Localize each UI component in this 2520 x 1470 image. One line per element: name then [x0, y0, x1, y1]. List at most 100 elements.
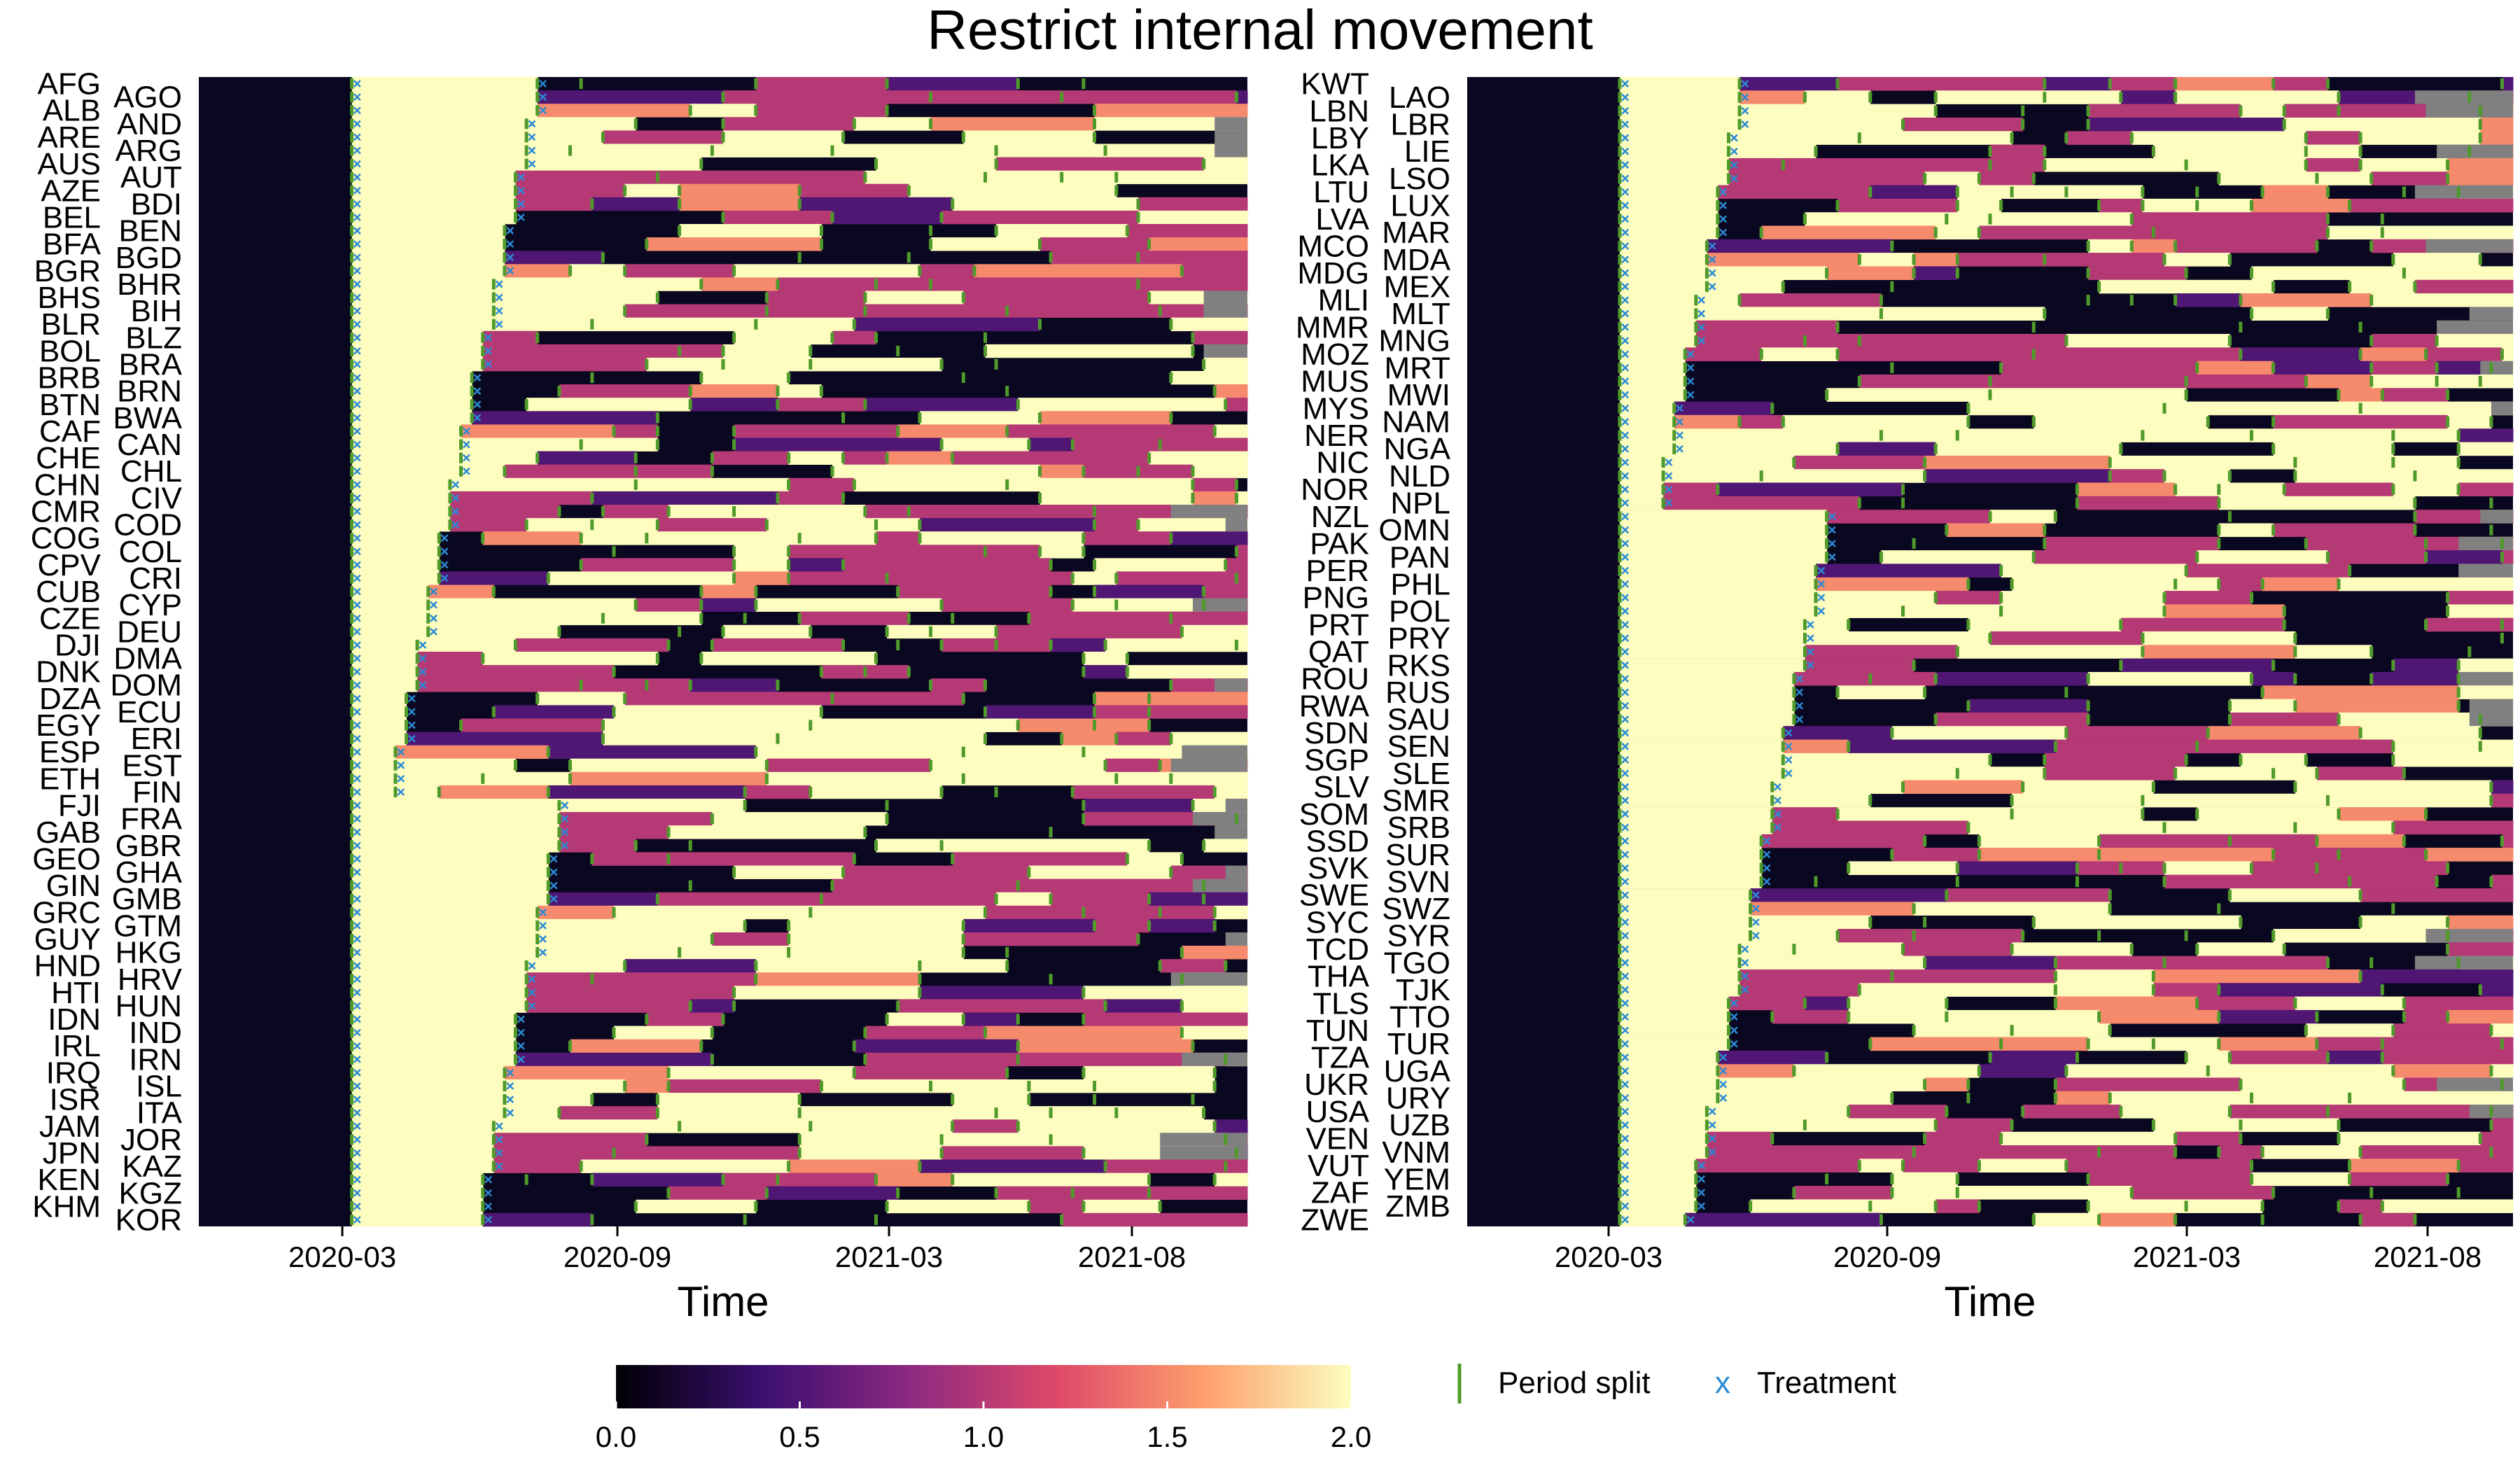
heat-cell	[755, 104, 888, 118]
country-label: LUX	[1390, 189, 1450, 223]
treatment-mark	[539, 935, 547, 943]
treatment-mark	[353, 93, 361, 102]
heat-cell	[1674, 401, 1773, 416]
heat-cell	[1707, 1105, 1849, 1119]
country-row-ita	[350, 1106, 1206, 1120]
heat-cell	[1707, 253, 1860, 267]
missing-cell	[1203, 290, 1247, 304]
heat-cell	[2186, 374, 2306, 388]
treatment-mark	[1621, 958, 1630, 967]
heat-cell	[351, 812, 560, 826]
heat-cell	[2208, 1064, 2394, 1078]
country-label: CAN	[117, 428, 182, 462]
heat-cell	[1903, 942, 2012, 956]
heat-cell	[2306, 374, 2372, 388]
heat-cell	[701, 371, 790, 385]
heat-cell	[1619, 645, 1805, 659]
treatment-mark	[419, 668, 427, 676]
treatment-mark	[353, 240, 361, 248]
country-row-slv	[1618, 780, 2514, 794]
heat-cell	[963, 130, 1096, 144]
heat-cell	[1750, 902, 1914, 916]
country-row-jam	[350, 1119, 1248, 1133]
heat-cell	[734, 424, 899, 438]
heat-cell	[1116, 571, 1237, 585]
country-row-mdg	[1618, 266, 2514, 280]
heat-cell	[2001, 564, 2187, 578]
country-label: FIN	[132, 776, 182, 810]
heat-cell	[351, 678, 418, 692]
country-label: CPV	[38, 548, 102, 582]
heat-cell	[1728, 144, 1816, 159]
treatment-mark	[353, 948, 361, 956]
heat-cell	[1935, 591, 2002, 605]
heat-cell	[2218, 983, 2383, 997]
heat-cell	[1619, 225, 1718, 240]
heat-cell	[1072, 571, 1117, 585]
heat-cell	[351, 277, 494, 291]
country-row-mmr	[1618, 320, 2513, 335]
treatment-mark	[1676, 418, 1684, 426]
treatment-mark	[440, 534, 449, 542]
treatment-mark	[550, 855, 558, 863]
country-label: JOR	[120, 1123, 182, 1157]
heat-cell	[2132, 239, 2176, 253]
heat-cell	[1619, 1050, 1718, 1065]
country-row-ben	[350, 224, 1248, 238]
treatment-mark	[473, 414, 482, 422]
country-label: COG	[31, 522, 101, 556]
heat-cell	[2218, 482, 2285, 497]
heat-cell	[1805, 996, 1849, 1011]
heat-cell	[1619, 266, 1707, 280]
heat-cell	[1105, 999, 1182, 1013]
heat-cell	[1619, 212, 1718, 226]
heat-cell	[2120, 658, 2274, 673]
heat-cell	[351, 104, 538, 118]
treatment-mark	[484, 333, 492, 342]
heat-cell	[1072, 785, 1215, 799]
heat-cell	[428, 624, 560, 639]
heat-cell	[428, 611, 603, 626]
heat-cell	[1837, 685, 1926, 699]
country-row-gab	[350, 825, 1247, 839]
heat-cell	[2197, 198, 2252, 213]
heat-cell	[996, 157, 1205, 171]
country-row-eri	[350, 732, 1248, 746]
heat-cell	[1619, 1172, 1697, 1186]
heat-cell	[843, 558, 1051, 572]
treatment-mark	[517, 1055, 525, 1063]
country-label: UKR	[1304, 1068, 1369, 1102]
heat-cell	[493, 1146, 615, 1160]
heat-cell	[2230, 834, 2318, 848]
heat-cell	[2251, 266, 2404, 280]
treatment-mark	[353, 1122, 361, 1130]
treatment-mark	[1621, 661, 1630, 669]
heat-cell	[2132, 212, 2328, 226]
heat-cell	[2393, 428, 2459, 442]
treatment-mark	[1621, 850, 1630, 859]
country-label: MEX	[1384, 270, 1450, 304]
heat-cell	[2306, 536, 2426, 551]
heat-cell	[799, 611, 909, 626]
country-label: UZB	[1389, 1108, 1450, 1142]
heat-cell	[428, 584, 494, 598]
heat-cell	[614, 1146, 800, 1160]
legend: Period split x Treatment	[1457, 1364, 1896, 1404]
treatment-mark	[353, 868, 361, 876]
heat-cell	[810, 785, 942, 799]
heat-cell	[1935, 712, 2089, 727]
treatment-mark	[353, 1175, 361, 1184]
heat-cell	[351, 745, 396, 760]
treatment-mark	[353, 614, 361, 622]
treatment-mark	[353, 561, 361, 569]
heat-cell	[690, 104, 757, 118]
heat-cell	[482, 358, 648, 372]
heat-cell	[864, 170, 986, 185]
heat-cell	[2339, 848, 2426, 862]
heat-cell	[1619, 428, 1675, 442]
heat-cell	[2295, 996, 2404, 1011]
heat-cell	[1149, 918, 1215, 933]
treatment-mark	[462, 454, 470, 462]
heat-cell	[788, 1159, 920, 1173]
